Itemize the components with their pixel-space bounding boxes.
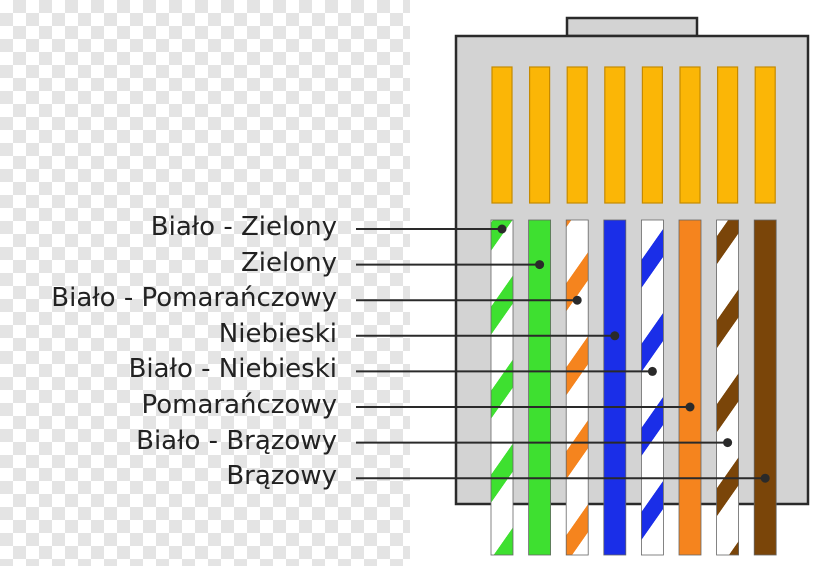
wire-label-2: Zielony (240, 247, 337, 278)
contact-3 (566, 66, 588, 204)
wire-3 (565, 219, 589, 556)
wire-label-7: Biało - Brązowy (136, 425, 337, 456)
leader-dot-2 (535, 260, 545, 270)
wire-8 (753, 219, 777, 556)
connector-latch (565, 16, 699, 38)
connector-body (454, 34, 810, 506)
contact-2 (528, 66, 551, 204)
wire-label-3: Biało - Pomarańczowy (51, 283, 337, 314)
wire-label-6: Pomarańczowy (141, 390, 337, 420)
leader-lines-group (356, 224, 770, 483)
leader-dot-5 (647, 366, 657, 376)
contacts-group (491, 66, 776, 204)
leader-dot-8 (760, 473, 770, 483)
leader-dot-1 (497, 224, 507, 234)
wire-4 (603, 219, 627, 556)
leader-dot-4 (610, 331, 620, 341)
wire-1 (490, 219, 514, 556)
wire-6 (678, 219, 702, 556)
contact-6 (679, 66, 701, 204)
wires-group (490, 219, 777, 556)
wire-label-8: Brązowy (226, 461, 337, 492)
wire-2 (528, 219, 551, 556)
leader-dot-6 (685, 402, 695, 412)
wire-5 (641, 219, 664, 556)
contact-5 (641, 66, 664, 204)
leader-dot-3 (572, 295, 582, 305)
contact-1 (491, 66, 513, 204)
contact-8 (754, 66, 776, 204)
wire-label-1: Biało - Zielony (150, 212, 337, 242)
wire-7 (716, 219, 739, 556)
wire-label-4: Niebieski (218, 318, 337, 349)
contact-4 (604, 66, 626, 204)
leader-dot-7 (723, 438, 733, 448)
contact-7 (716, 66, 739, 204)
wire-label-5: Biało - Niebieski (128, 354, 337, 385)
